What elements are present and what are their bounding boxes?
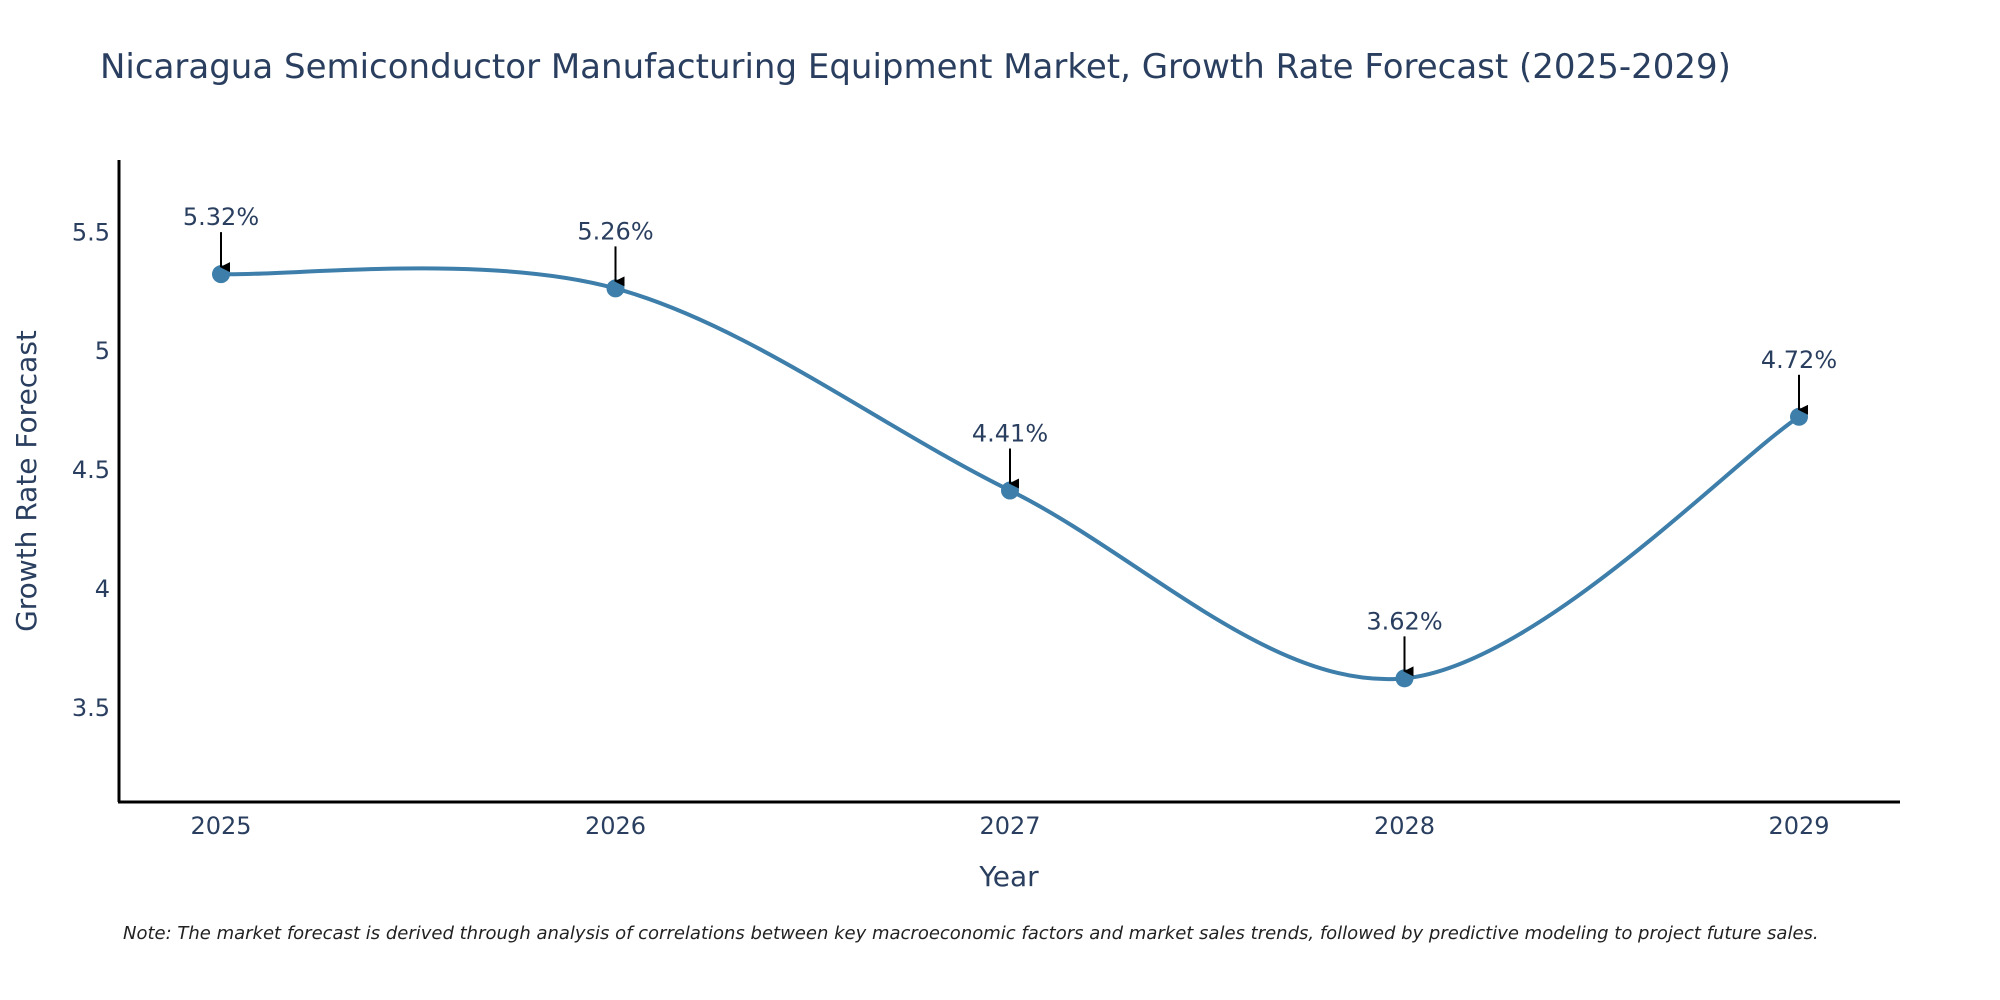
x-tick-label: 2027 [979,812,1040,840]
data-label: 5.26% [577,217,653,245]
data-label: 4.72% [1761,346,1837,374]
data-label: 4.41% [972,420,1048,448]
x-axis-ticks: 2025 2026 2027 2028 2029 [190,812,1829,840]
footnote: Note: The market forecast is derived thr… [123,923,1819,944]
chart-title: Nicaragua Semiconductor Manufacturing Eq… [100,47,1731,87]
y-axis-ticks: 3.5 4 4.5 5 5.5 [72,218,110,722]
y-tick-label: 5 [95,337,110,365]
y-axis-title: Growth Rate Forecast [10,330,43,632]
x-tick-label: 2025 [190,812,251,840]
data-label: 3.62% [1366,607,1442,635]
x-tick-label: 2029 [1768,812,1829,840]
y-tick-label: 4.5 [72,456,110,484]
x-tick-label: 2028 [1374,812,1435,840]
data-annotations: 5.32% 5.26% 4.41% 3.62% 4.72% [183,203,1837,677]
data-point [606,279,625,298]
data-point [1001,481,1019,500]
data-point [1395,669,1414,688]
y-tick-label: 4 [95,575,110,603]
data-label: 5.32% [183,203,259,231]
x-axis-title: Year [978,860,1039,893]
y-tick-label: 3.5 [72,694,110,722]
data-point [1790,407,1808,426]
x-tick-label: 2026 [585,812,646,840]
data-point [212,265,230,284]
y-tick-label: 5.5 [72,218,110,246]
